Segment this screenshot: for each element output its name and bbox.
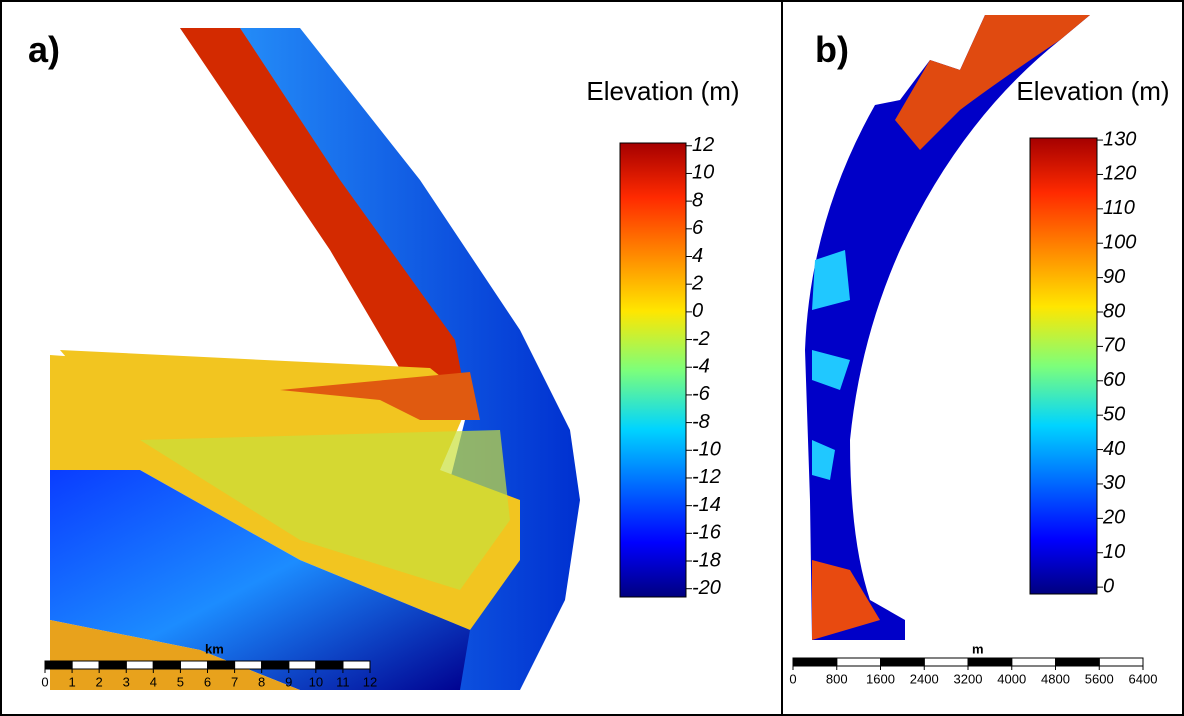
colorbar-tick-label: -14: [692, 494, 721, 516]
colorbar-tick-label: 110: [1103, 197, 1135, 219]
colorbar-tick-label: -2: [692, 328, 710, 350]
scalebar-tick-label: 3: [123, 674, 130, 689]
scalebar-unit: km: [205, 641, 224, 656]
scalebar-segment: [234, 660, 263, 670]
scalebar-segment: [44, 660, 73, 670]
scalebar-segment: [967, 657, 1013, 667]
colorbar-tick-label: -10: [692, 439, 721, 461]
colorbar-tick-label: 0: [1103, 575, 1114, 597]
scalebar-segment: [152, 660, 181, 670]
colorbar-tick-label: 8: [692, 189, 703, 211]
scalebar-tick-label: 4800: [1041, 671, 1070, 686]
colorbar-tick-label: 12: [692, 134, 714, 156]
colorbar-tick-label: 120: [1103, 163, 1136, 185]
colorbar-tick-label: 10: [692, 162, 714, 184]
colorbar-tick-label: 40: [1103, 438, 1125, 460]
scalebar-tick-label: 0: [41, 674, 48, 689]
scalebar-tick-label: 5600: [1085, 671, 1114, 686]
colorbar-tick-label: 90: [1103, 266, 1125, 288]
map-a: [50, 28, 580, 690]
colorbar-tick-label: 10: [1103, 541, 1125, 563]
colorbar-tick-label: -6: [692, 383, 711, 405]
scalebar-segment: [179, 660, 209, 670]
scalebar-tick-label: 12: [363, 674, 377, 689]
scalebar-tick-label: 10: [309, 674, 323, 689]
scalebar-tick-label: 1600: [866, 671, 895, 686]
scalebar-tick-label: 2: [96, 674, 103, 689]
panel-label: a): [28, 29, 60, 70]
scalebar-segment: [342, 660, 371, 670]
scalebar-segment: [1098, 657, 1144, 667]
scalebar-tick-label: 11: [336, 674, 350, 689]
scalebar-segment: [1055, 657, 1100, 667]
legend-title: Elevation (m): [586, 76, 739, 106]
colorbar-tick-label: -18: [692, 549, 721, 571]
colorbar: [1029, 137, 1098, 595]
colorbar-tick-label: 30: [1103, 472, 1125, 494]
scalebar-segment: [125, 660, 154, 670]
scalebar-tick-label: 8: [258, 674, 265, 689]
colorbar-tick-label: 130: [1103, 128, 1136, 150]
colorbar-tick-label: 0: [692, 300, 703, 322]
scalebar-segment: [207, 660, 236, 670]
map-b: [805, 15, 1090, 640]
scalebar-segment: [71, 660, 100, 670]
scalebar-segment: [1011, 657, 1056, 667]
colorbar-tick-label: -12: [692, 466, 721, 488]
colorbar-tick-label: 80: [1103, 300, 1125, 322]
scalebar-tick-label: 5: [177, 674, 184, 689]
scalebar-segment: [98, 660, 127, 670]
colorbar-tick-label: 6: [692, 217, 704, 239]
scalebar-tick-label: 2400: [910, 671, 939, 686]
scalebar-segment: [792, 657, 838, 667]
colorbar-tick-label: 50: [1103, 403, 1125, 425]
scalebar-segment: [923, 657, 969, 667]
colorbar-tick-label: -4: [692, 356, 710, 378]
scalebar-segment: [880, 657, 925, 667]
scalebar-tick-label: 800: [826, 671, 848, 686]
scalebar-unit: m: [972, 641, 984, 656]
scalebar-tick-label: 6: [204, 674, 211, 689]
colorbar-tick-label: 100: [1103, 232, 1136, 254]
colorbar-tick-label: -16: [692, 522, 722, 544]
scalebar-tick-label: 3200: [954, 671, 983, 686]
legend-title: Elevation (m): [1016, 76, 1169, 106]
colorbar-tick-label: 4: [692, 245, 703, 267]
colorbar-tick-label: 2: [691, 272, 703, 294]
scalebar-tick-label: 4000: [997, 671, 1026, 686]
scalebar-tick-label: 7: [231, 674, 238, 689]
scalebar-segment: [836, 657, 881, 667]
colorbar: [619, 142, 687, 598]
panel-label: b): [815, 29, 849, 70]
scalebar-tick-label: 6400: [1129, 671, 1158, 686]
colorbar-tick-label: 60: [1103, 369, 1125, 391]
colorbar-tick-label: -20: [692, 577, 721, 599]
scalebar-tick-label: 0: [789, 671, 796, 686]
colorbar-tick-label: 20: [1102, 507, 1125, 529]
colorbar-tick-label: 70: [1103, 335, 1125, 357]
scalebar-segment: [315, 660, 344, 670]
scalebar-tick-label: 9: [285, 674, 292, 689]
scalebar-tick-label: 4: [150, 674, 157, 689]
colorbar-tick-label: -8: [692, 411, 710, 433]
scalebar-tick-label: 1: [68, 674, 75, 689]
scalebar-segment: [261, 660, 290, 670]
scalebar-segment: [288, 660, 317, 670]
